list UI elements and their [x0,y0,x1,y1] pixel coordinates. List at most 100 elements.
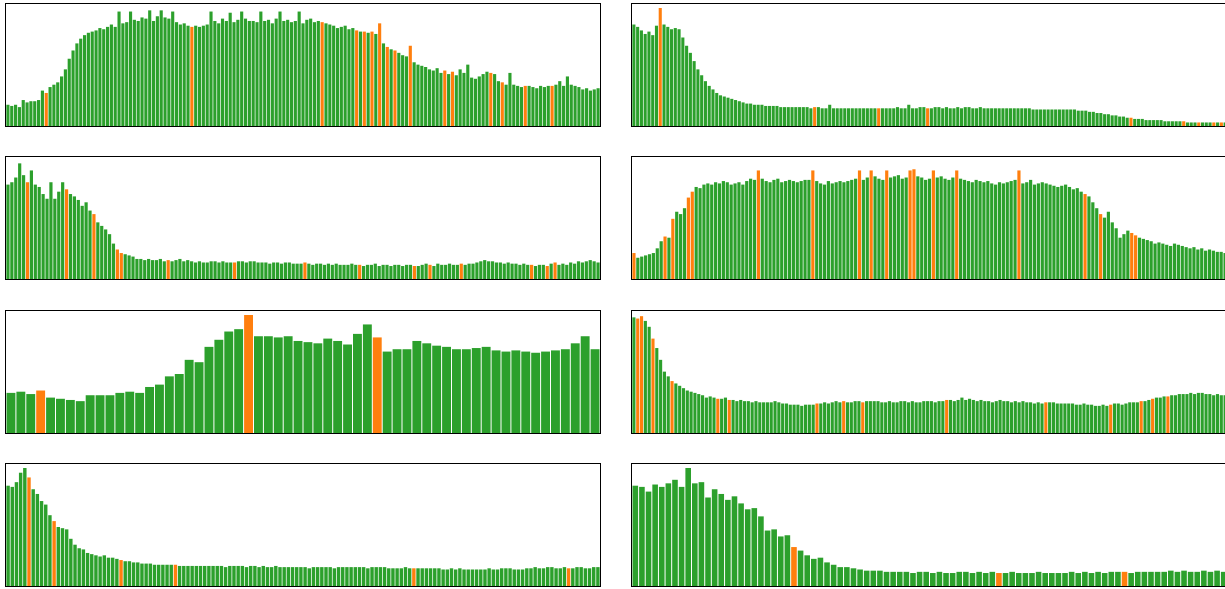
histogram-bar [487,568,491,586]
histogram-bar [1167,121,1171,126]
histogram-bar [959,108,964,126]
histogram-bar [72,196,76,279]
histogram-bar [1219,395,1223,433]
histogram-bar [922,107,926,126]
histogram-bar [926,401,930,433]
histogram-bar [451,264,456,279]
histogram-bar [512,569,516,586]
highlighted-bar [428,264,432,279]
histogram-bar [341,567,345,586]
histogram-bar [706,183,710,279]
histogram-bar [307,568,311,586]
histogram-bar [1031,109,1035,126]
highlighted-bar [651,338,655,433]
histogram-bar [725,499,731,586]
histogram-bar [387,568,391,586]
histogram-bar [182,23,186,126]
histogram-bar [301,23,305,126]
histogram-bar [990,183,994,279]
histogram-bar [378,567,383,586]
histogram-bar [33,184,37,279]
histogram-bar [186,25,190,126]
histogram-bar [65,399,75,433]
histogram-bar [21,100,25,126]
histogram-bar [402,349,412,433]
histogram-bar [735,401,739,433]
histogram-bar [906,402,911,433]
histogram-bar [895,402,899,433]
histogram-bar [501,351,511,433]
histogram-bar [1039,109,1043,126]
histogram-bar [131,562,136,586]
histogram-bar [1185,394,1189,433]
histogram-bar [784,403,789,433]
histogram-bar [1204,394,1208,433]
histogram-bar [975,401,979,433]
histogram-bar [128,11,133,126]
histogram-bar [412,62,416,126]
histogram-bar [373,263,377,279]
histogram-bar [838,402,842,433]
highlighted-bar [52,521,56,586]
histogram-bar [481,74,485,126]
histogram-bar [1216,122,1220,126]
histogram-bar [1223,395,1225,433]
histogram-bar [542,87,546,126]
histogram-bar [1152,120,1156,126]
histogram-bar [881,179,885,279]
histogram-bar [278,567,282,586]
histogram-bar [442,346,451,433]
histogram-bar [56,82,60,126]
histogram-bar [734,100,738,126]
histogram-bar [986,181,990,279]
histogram-bar [737,182,741,279]
histogram-bar [1223,253,1225,279]
histogram-bar [937,401,941,433]
histogram-bar [6,485,10,586]
histogram-bar [1027,108,1031,126]
histogram-bar [849,402,853,433]
histogram-bar [826,403,830,433]
histogram-bar [272,262,276,279]
histogram-bar [987,401,991,433]
highlighted-bar [358,264,362,279]
histogram-bar [279,263,284,279]
histogram-bar [639,30,643,126]
histogram-bar [475,262,479,279]
histogram-bar [654,25,659,126]
histogram-bar [845,402,850,433]
histogram-bar [494,262,499,279]
histogram-bar [963,571,969,586]
histogram-bar [1181,394,1185,433]
histogram-bar [335,28,340,126]
histogram-bar [328,24,332,126]
histogram-bar [389,266,393,279]
histogram-bar [193,262,198,279]
histogram-bar [1051,402,1056,433]
histogram-bar [395,568,399,586]
histogram-panel-3 [5,156,601,280]
histogram-bar [929,108,933,126]
histogram-bar [1055,573,1062,586]
histogram-bar [106,557,111,586]
highlighted-bar [639,316,644,433]
histogram-bar [315,263,319,279]
histogram-bar [260,262,264,279]
histogram-bar [956,107,960,126]
histogram-bar [575,567,579,586]
histogram-bar [807,404,811,433]
histogram-bar [722,96,726,126]
highlighted-bar [1083,194,1087,279]
histogram-bar [95,395,105,433]
histogram-bar [979,399,983,433]
histogram-bar [784,535,791,586]
histogram-bar [483,260,487,279]
histogram-bar [1025,182,1029,279]
histogram-bar [916,176,920,279]
histogram-bar [416,64,420,126]
histogram-bar [127,561,132,586]
histogram-bar [205,262,209,279]
histogram-bar [1189,392,1193,433]
histogram-bar [569,262,573,279]
histogram-bar [907,104,911,126]
